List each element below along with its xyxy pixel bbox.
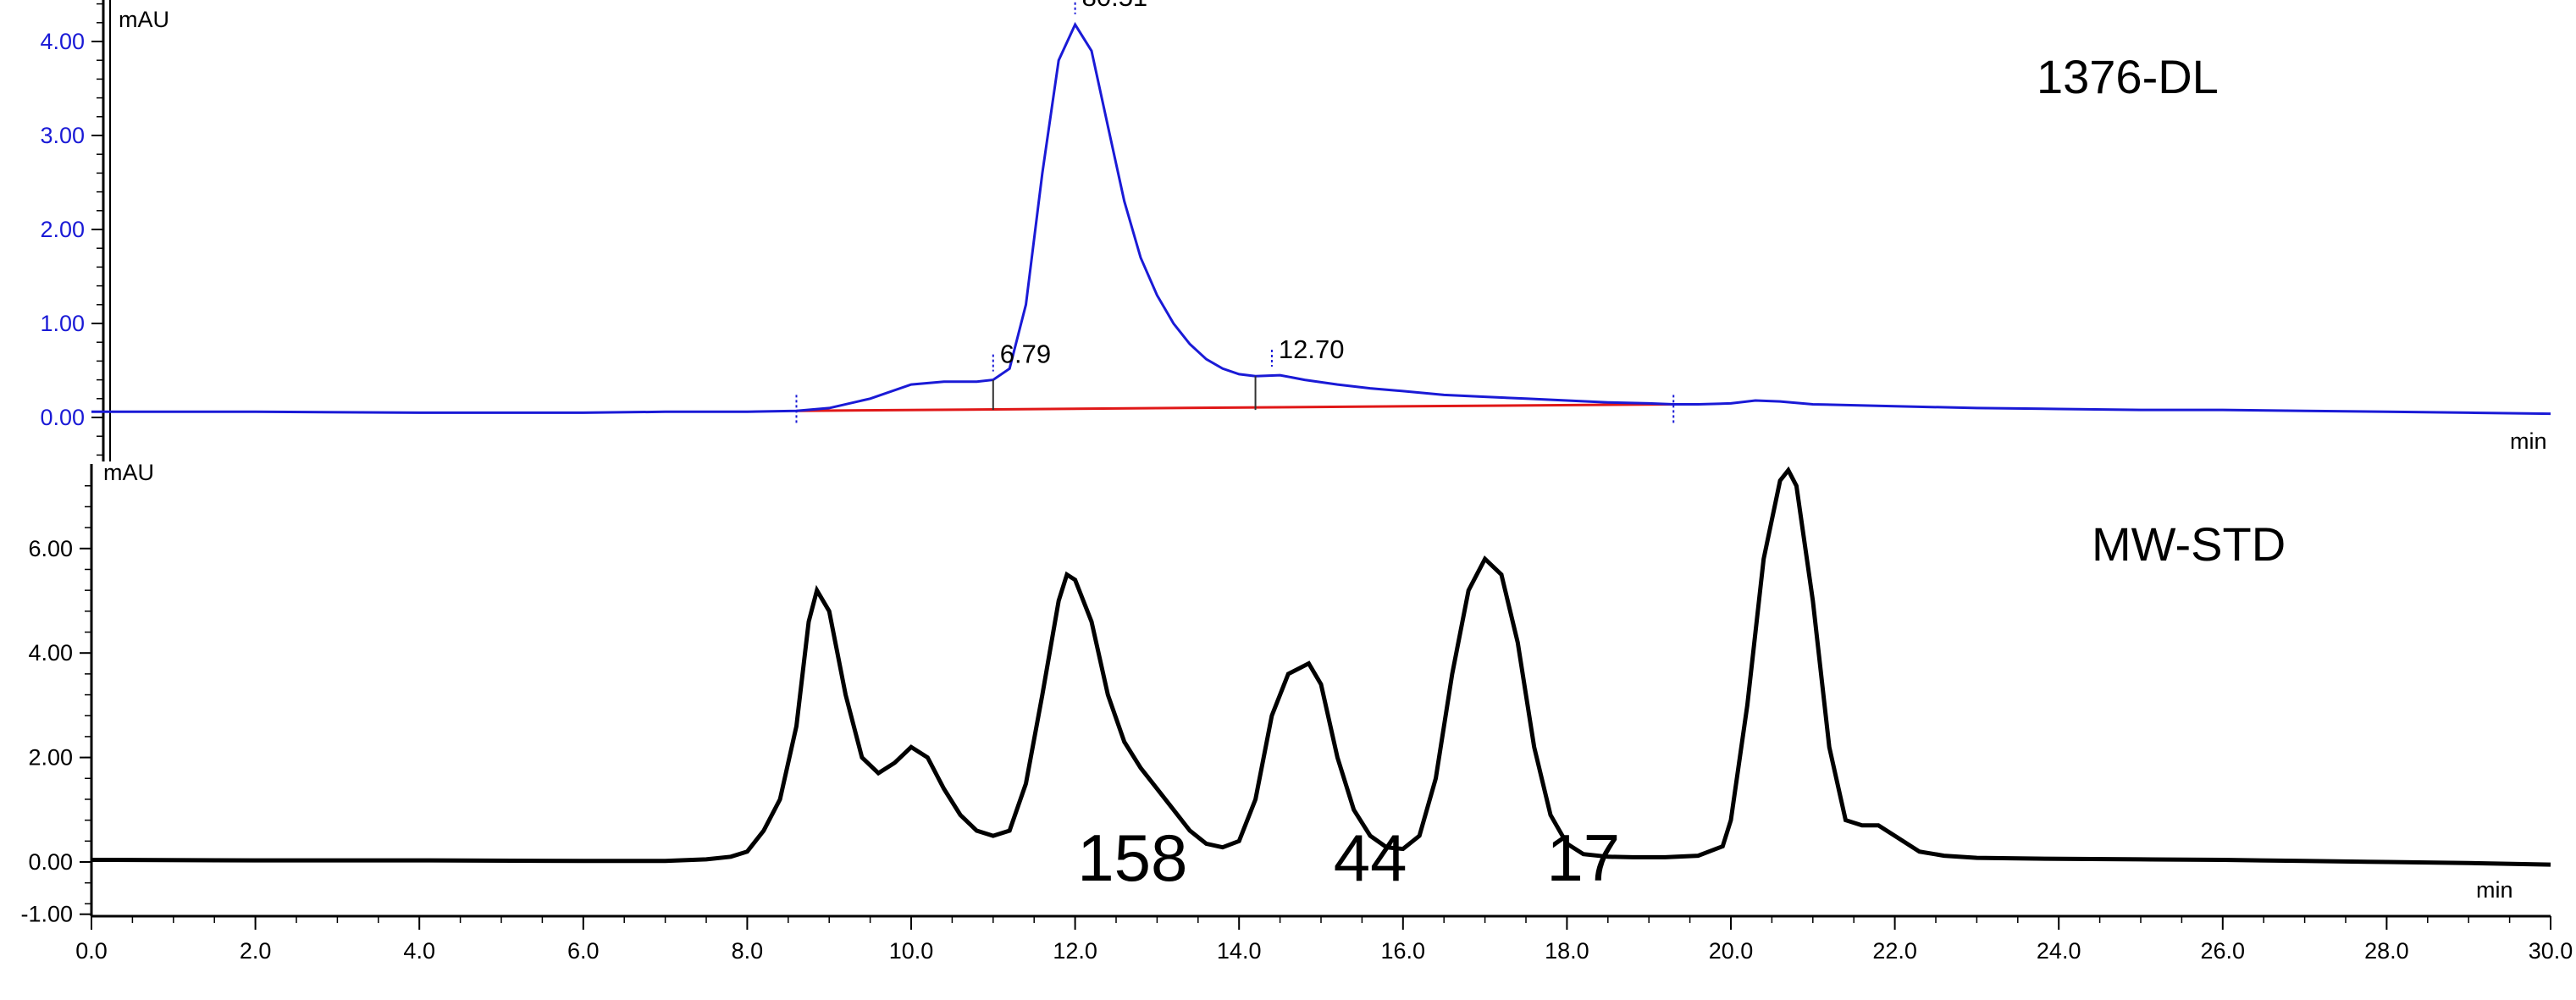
panel-MW-STD: -1.00 0.00 2.00 4.00 6.00 0.0 2.0 4.0 6.0 8.0 10.… (20, 460, 2573, 964)
panel-1376-DL: 0.00 1.00 2.00 3.00 4.00 mAU min 1376-DL 6.7… (40, 0, 2551, 461)
x-tick-label: 16.0 (1381, 938, 1426, 964)
mw-label: 17 (1546, 820, 1620, 895)
x-tick-label: 6.0 (567, 938, 600, 964)
ylabel-MW-STD: mAU (103, 460, 154, 485)
y-tick-label-1376-DL: 4.00 (40, 29, 85, 54)
series-line-1376-DL (91, 21, 2551, 416)
y-ticks-1376-DL: 0.00 1.00 2.00 3.00 4.00 (40, 3, 103, 456)
x-tick-label: 12.0 (1053, 938, 1097, 964)
peak-area-label: 12.70 (1279, 334, 1345, 364)
xlabel-1376-DL: min (2510, 428, 2547, 454)
y-tick-label-1376-DL: 2.00 (40, 217, 85, 242)
y-tick-label-MW-STD: 4.00 (28, 640, 73, 666)
mw-label: 44 (1334, 820, 1407, 895)
x-tick-label: 18.0 (1545, 938, 1589, 964)
sample-title-MW-STD: MW-STD (2092, 517, 2286, 571)
y-tick-label-1376-DL: 0.00 (40, 405, 85, 430)
y-tick-label-1376-DL: 1.00 (40, 311, 85, 336)
xlabel-MW-STD: min (2476, 877, 2513, 903)
x-tick-label: 4.0 (403, 938, 435, 964)
sample-title-1376-DL: 1376-DL (2037, 50, 2219, 103)
y-tick-label-MW-STD: 6.00 (28, 536, 73, 561)
y-tick-label-MW-STD: 2.00 (28, 745, 73, 771)
x-ticks: 0.0 2.0 4.0 6.0 8.0 10.0 12.0 14.0 16.0 18.0 20.0 2… (75, 916, 2573, 964)
x-tick-label: 8.0 (732, 938, 764, 964)
x-tick-label: 10.0 (889, 938, 934, 964)
x-tick-label: 22.0 (1872, 938, 1917, 964)
series-line-MW-STD (91, 466, 2551, 867)
mw-labels: 158 44 17 (1077, 820, 1620, 895)
mw-label: 158 (1077, 820, 1187, 895)
x-tick-label: 30.0 (2529, 938, 2573, 964)
x-tick-label: 20.0 (1709, 938, 1754, 964)
x-tick-label: 24.0 (2037, 938, 2081, 964)
ylabel-1376-DL: mAU (119, 7, 169, 32)
y-tick-label-MW-STD: -1.00 (20, 902, 73, 927)
peak-area-label: 80.51 (1082, 0, 1148, 12)
y-tick-label-MW-STD: 0.00 (28, 849, 73, 875)
x-tick-label: 0.0 (75, 938, 108, 964)
x-tick-label: 26.0 (2201, 938, 2246, 964)
x-tick-label: 28.0 (2364, 938, 2409, 964)
x-tick-label: 2.0 (240, 938, 272, 964)
integration-baseline (796, 402, 1674, 412)
peak-area-label: 6.79 (1000, 340, 1051, 369)
peak-marks-1376-DL: 6.79 80.51 12.70 (795, 0, 1675, 423)
x-tick-label: 14.0 (1217, 938, 1262, 964)
y-ticks-MW-STD: -1.00 0.00 2.00 4.00 6.00 (20, 485, 91, 927)
y-tick-label-1376-DL: 3.00 (40, 123, 85, 148)
